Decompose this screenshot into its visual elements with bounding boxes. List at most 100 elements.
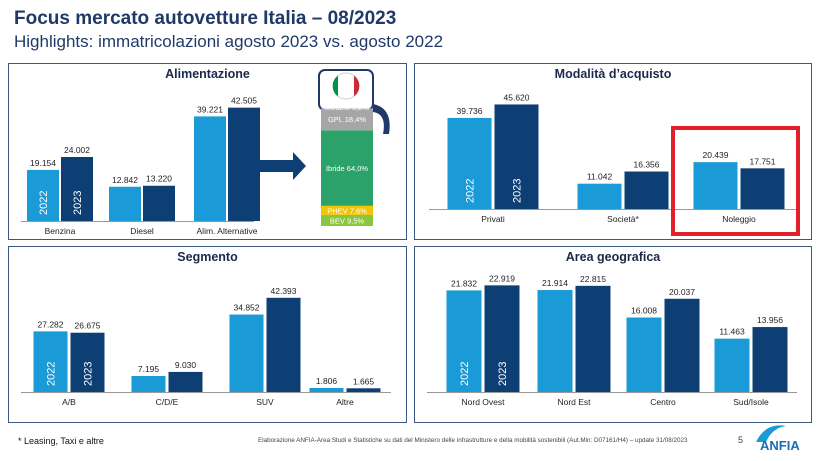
data-label-2022-2: 7.195 — [138, 364, 160, 374]
stack-label-bev: BEV 9,5% — [330, 216, 365, 225]
data-label-2023-2: 9.030 — [175, 360, 197, 370]
data-label-2023-3: 17.751 — [750, 156, 776, 166]
year-label-2022: 2022 — [465, 179, 477, 203]
year-label-2023: 2023 — [512, 179, 524, 203]
bar-2023-3 — [664, 298, 700, 392]
chart-area: 21.832 2022 22.919 2023 Nord Ovest 21.914 22.8… — [427, 273, 797, 407]
year-label-2022: 2022 — [38, 191, 50, 215]
bar-2022-4 — [309, 387, 344, 392]
year-label-2022: 2022 — [459, 362, 471, 386]
bar-2023-4 — [752, 327, 788, 392]
bar-2023-3 — [740, 168, 785, 209]
stack-segment-phev — [321, 205, 373, 215]
panel-title-segmento: Segmento — [177, 250, 238, 264]
year-label-2022: 2022 — [46, 362, 58, 386]
bar-2023-1 — [70, 332, 105, 392]
data-label-2022-1: 27.282 — [38, 319, 64, 329]
data-label-2023-2: 16.356 — [634, 160, 660, 170]
data-label-2023-2: 13.220 — [146, 174, 172, 184]
data-label-2023-1: 26.675 — [75, 321, 101, 331]
data-label-2023-4: 1.665 — [353, 376, 375, 386]
page-title: Focus mercato autovetture Italia – 08/20… — [14, 8, 397, 29]
panel-segmento: Segmento 27.282 2022 26.675 2023 A/B 7.195 9.0… — [8, 246, 407, 423]
data-label-2022-1: 39.736 — [457, 106, 483, 116]
data-label-2022-4: 11.463 — [719, 327, 745, 337]
page-subtitle: Highlights: immatricolazioni agosto 2023… — [14, 32, 444, 51]
bar-2023-2 — [575, 285, 611, 392]
bar-2023-3 — [266, 297, 301, 392]
arrow-icon — [259, 152, 306, 180]
stack-label-ibride: Ibride 64,0% — [326, 164, 368, 173]
bar-2023-4 — [346, 388, 381, 392]
fuel-pump-chart: BEV 9,5%PHEV 7,6% Ibride 64,0% GPL 18,4% Me… — [259, 69, 390, 226]
category-label-2: Società* — [607, 214, 639, 224]
category-label-3: Noleggio — [722, 214, 756, 224]
bar-2023-1 — [61, 156, 93, 221]
category-label-3: Centro — [650, 397, 676, 407]
footnote: * Leasing, Taxi e altre — [18, 436, 104, 446]
stack-label-metano: Metano 0,2% — [325, 103, 370, 112]
data-label-2023-3: 20.037 — [669, 287, 695, 297]
data-label-2023-1: 22.919 — [489, 273, 515, 283]
anfia-logo: ANFIA — [756, 425, 800, 453]
bar-2023-1 — [494, 104, 539, 209]
bar-2022-2 — [109, 186, 141, 221]
noleggio-highlight-box — [671, 126, 800, 236]
category-label-1: A/B — [62, 397, 76, 407]
data-label-2023-1: 24.002 — [64, 145, 90, 155]
bar-2022-1 — [27, 169, 59, 221]
category-label-2: Diesel — [130, 226, 154, 236]
category-label-2: C/D/E — [156, 397, 179, 407]
bar-2022-1 — [447, 117, 492, 209]
bar-2022-3 — [194, 116, 226, 221]
year-label-2023: 2023 — [72, 191, 84, 215]
data-label-2023-3: 42.393 — [271, 286, 297, 296]
data-label-2022-3: 16.008 — [631, 306, 657, 316]
bar-2022-1 — [446, 290, 482, 392]
data-label-2022-3: 34.852 — [234, 303, 260, 313]
chart-segmento: 27.282 2022 26.675 2023 A/B 7.195 9.030 C/D/E 34… — [21, 286, 391, 407]
panel-title-alimentazione: Alimentazione — [165, 67, 250, 81]
stack-segment-ibride — [321, 130, 373, 206]
category-label-4: Sud/Isole — [733, 397, 769, 407]
year-label-2023: 2023 — [83, 362, 95, 386]
bar-2023-2 — [143, 185, 175, 221]
pump-nozzle-icon — [373, 104, 390, 134]
data-label-2023-2: 22.815 — [580, 274, 606, 284]
year-label-2023: 2023 — [497, 362, 509, 386]
data-label-2022-2: 21.914 — [542, 278, 568, 288]
bar-2023-2 — [168, 371, 203, 392]
panel-title-area: Area geografica — [565, 250, 661, 264]
bar-2022-1 — [33, 331, 68, 392]
data-label-2022-2: 12.842 — [112, 175, 138, 185]
flag-red-icon — [354, 75, 360, 97]
data-label-2022-3: 20.439 — [703, 150, 729, 160]
page-number: 5 — [738, 435, 744, 445]
logo-text: ANFIA — [760, 438, 800, 453]
flag-green-icon — [332, 75, 338, 97]
category-label-2: Nord Est — [557, 397, 591, 407]
data-label-2022-1: 21.832 — [451, 278, 477, 288]
category-label-3: Alim. Alternative — [197, 226, 258, 236]
bar-2022-3 — [693, 162, 738, 209]
category-label-3: SUV — [256, 397, 274, 407]
category-label-1: Nord Ovest — [462, 397, 506, 407]
panel-area: Area geografica 21.832 2022 22.919 2023 Nord… — [414, 246, 812, 423]
category-label-4: Altre — [336, 397, 354, 407]
chart-modalita: 39.736 2022 45.620 2023 Privati 11.042 16.356 S… — [429, 92, 797, 224]
source-note: Elaborazione ANFIA-Area Studi e Statisti… — [258, 437, 688, 444]
data-label-2022-4: 1.806 — [316, 376, 338, 386]
bar-2023-3 — [228, 107, 260, 221]
stack-segment-gpl — [321, 108, 373, 131]
data-label-2022-3: 39.221 — [197, 104, 223, 114]
panel-alimentazione: Alimentazione 19.154 2022 24.002 2023 Benzin… — [8, 63, 407, 240]
bar-2022-2 — [537, 290, 573, 392]
panel-title-modalita: Modalità d’acquisto — [554, 67, 672, 81]
category-label-1: Benzina — [45, 226, 76, 236]
data-label-2022-1: 19.154 — [30, 158, 56, 168]
bar-2022-4 — [714, 338, 750, 392]
panel-modalita: Modalità d’acquisto 39.736 2022 45.620 2023… — [414, 63, 812, 240]
bar-2023-1 — [484, 285, 520, 392]
bar-2023-2 — [624, 171, 669, 209]
stack-label-gpl: GPL 18,4% — [328, 115, 366, 124]
